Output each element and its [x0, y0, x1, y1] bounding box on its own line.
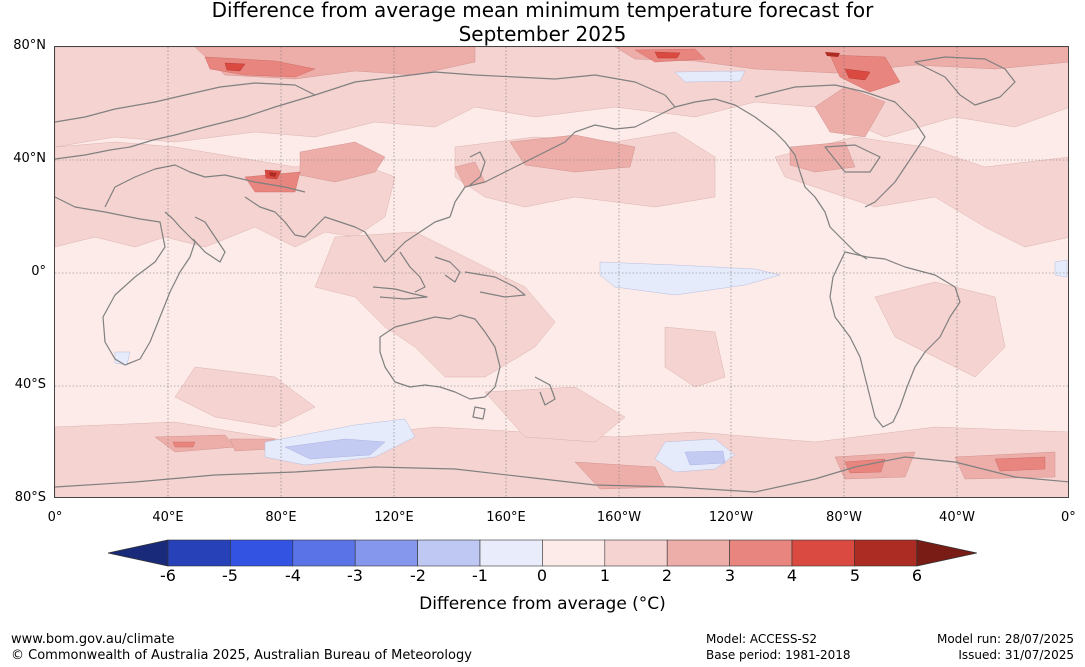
colorbar-title: Difference from average (°C)	[419, 594, 666, 614]
cbar-tick--4: -4	[285, 566, 301, 585]
map-canvas	[55, 47, 1068, 497]
colorbar-arrow-high	[916, 539, 977, 567]
cbar-tick-1: 1	[599, 566, 611, 585]
cbar-tick-4: 4	[786, 566, 798, 585]
title-line-1: Difference from average mean minimum tem…	[211, 0, 874, 22]
colorbar-segment	[292, 539, 356, 567]
model-name: Model: ACCESS-S2	[706, 632, 818, 646]
cbar-tick--5: -5	[222, 566, 238, 585]
colorbar-segment	[417, 539, 481, 567]
coastlines	[55, 56, 1068, 493]
copyright-text: © Commonwealth of Australia 2025, Austra…	[11, 648, 472, 663]
cbar-tick-2: 2	[661, 566, 673, 585]
colorbar-segment	[167, 539, 231, 567]
model-run-date: Model run: 28/07/2025	[936, 632, 1074, 646]
website-link[interactable]: www.bom.gov.au/climate	[11, 632, 175, 647]
lat-label-0: 0°	[31, 264, 46, 279]
cbar-tick-0: 0	[536, 566, 548, 585]
colorbar-segment	[854, 539, 918, 567]
lon-label-40e: 40°E	[152, 510, 184, 525]
lon-label-160w: 160°W	[596, 510, 642, 525]
lon-label-160e: 160°E	[486, 510, 526, 525]
cbar-tick--6: -6	[160, 566, 176, 585]
issued-date: Issued: 31/07/2025	[958, 648, 1074, 662]
colorbar-arrow-low	[108, 539, 169, 567]
colorbar	[108, 539, 977, 567]
cbar-tick-5: 5	[849, 566, 861, 585]
lon-label-120w: 120°W	[708, 510, 754, 525]
cbar-tick--3: -3	[347, 566, 363, 585]
anomaly-zone-4-5	[224, 51, 871, 180]
cbar-tick--1: -1	[472, 566, 488, 585]
lon-label-120e: 120°E	[374, 510, 414, 525]
lon-label-80w: 80°W	[826, 510, 862, 525]
lat-label-80n: 80°N	[13, 38, 46, 53]
cbar-tick--2: -2	[410, 566, 426, 585]
title-line-2: September 2025	[458, 22, 627, 46]
lat-label-40s: 40°S	[14, 377, 46, 392]
cbar-tick-3: 3	[724, 566, 736, 585]
lon-label-80e: 80°E	[265, 510, 297, 525]
anomaly-zone-3-4	[172, 48, 1046, 474]
colorbar-segment	[791, 539, 855, 567]
lat-label-40n: 40°N	[13, 151, 46, 166]
base-period: Base period: 1981-2018	[706, 648, 851, 662]
lon-label-40w: 40°W	[939, 510, 975, 525]
colorbar-segment	[354, 539, 418, 567]
colorbar-segment	[729, 539, 793, 567]
colorbar-segment	[479, 539, 543, 567]
lon-label-0-west: 0°	[47, 510, 63, 525]
colorbar-segment	[542, 539, 606, 567]
chart-title: Difference from average mean minimum tem…	[0, 0, 1085, 46]
anomaly-zone-5-6	[269, 52, 840, 177]
colorbar-segment	[666, 539, 730, 567]
lat-label-80s: 80°S	[14, 490, 46, 505]
graticule	[55, 47, 1068, 497]
colorbar-segment	[230, 539, 294, 567]
lon-label-0-east: 0°	[1061, 510, 1076, 525]
anomaly-zone-negative-2	[284, 438, 726, 466]
colorbar-segment	[604, 539, 668, 567]
temperature-anomaly-map	[54, 46, 1069, 498]
cbar-tick-6: 6	[911, 566, 923, 585]
